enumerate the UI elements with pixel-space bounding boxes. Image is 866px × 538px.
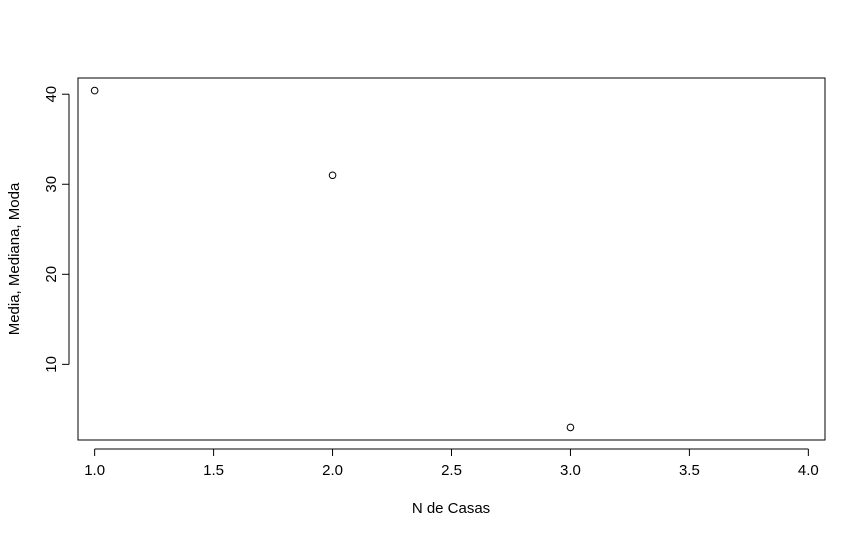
y-tick-label: 10 — [43, 356, 60, 373]
x-tick-label: 4.0 — [798, 462, 819, 479]
plot-frame — [77, 77, 826, 441]
x-tick-label: 2.5 — [441, 462, 462, 479]
data-point — [566, 423, 575, 432]
x-tick-label: 1.0 — [84, 462, 105, 479]
x-axis-title: N de Casas — [412, 500, 490, 517]
x-tick-label: 3.5 — [679, 462, 700, 479]
y-axis-title: Media, Mediana, Moda — [6, 182, 23, 335]
y-axis: 10 20 30 40 — [43, 86, 70, 373]
x-tick-label: 2.0 — [322, 462, 343, 479]
data-point — [328, 171, 337, 180]
x-axis: 1.0 1.5 2.0 2.5 3.0 3.5 4.0 — [84, 448, 819, 479]
y-tick-label: 30 — [43, 176, 60, 193]
y-tick-label: 20 — [43, 266, 60, 283]
data-point — [90, 86, 99, 95]
data-points — [90, 86, 575, 432]
y-tick-label: 40 — [43, 86, 60, 103]
x-tick-label: 3.0 — [560, 462, 581, 479]
x-tick-label: 1.5 — [203, 462, 224, 479]
